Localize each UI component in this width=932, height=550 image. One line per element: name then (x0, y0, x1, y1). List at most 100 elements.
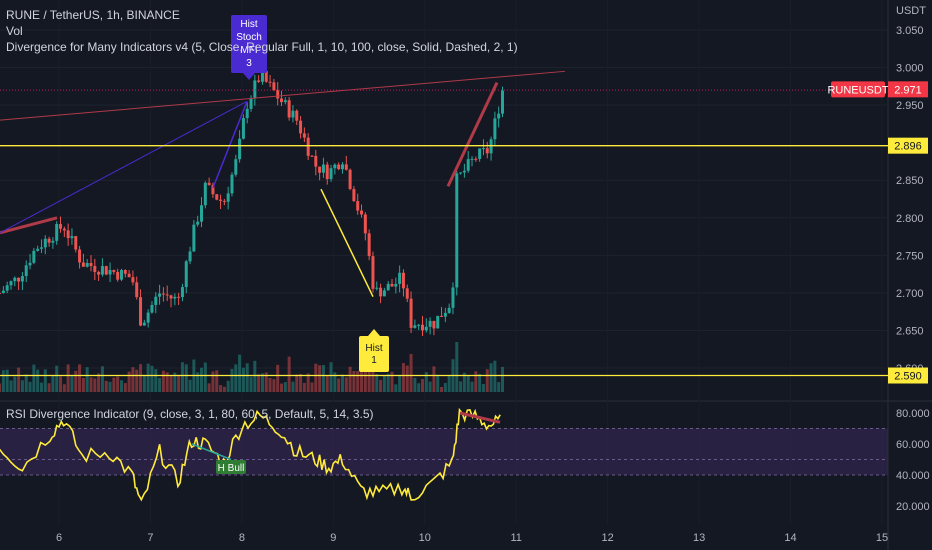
volume-bar (85, 367, 89, 392)
volume-bar (356, 371, 360, 392)
candle-body (200, 205, 204, 222)
candle-body (306, 137, 310, 156)
candle-body (55, 224, 59, 241)
horizontal-lines (0, 145, 888, 377)
candle-body (401, 272, 405, 289)
price-pane (0, 0, 888, 400)
volume-bar (200, 367, 204, 392)
volume-bar (211, 371, 215, 392)
candle-body (371, 256, 375, 289)
volume-bar (66, 364, 70, 392)
volume-bar (253, 360, 257, 392)
candle-body (321, 164, 325, 173)
volume-bar (443, 382, 447, 392)
candle-body (192, 224, 196, 252)
candle-body (81, 262, 85, 267)
volume-bar (420, 379, 424, 392)
time-tick-label: 13 (693, 532, 705, 544)
candle-body (337, 164, 341, 170)
candle-body (150, 304, 154, 313)
candle-body (260, 70, 264, 82)
candle-body (363, 214, 367, 234)
volume-bar (329, 362, 333, 392)
candle-body (375, 287, 379, 289)
candle-body (0, 292, 2, 294)
candle-body (318, 166, 322, 173)
candle-body (310, 155, 314, 157)
volume-bar (1, 370, 5, 392)
volume-bar (112, 377, 116, 392)
bearish-label-pointer (243, 73, 255, 80)
candle-body (127, 273, 131, 278)
volume-bar (104, 380, 108, 392)
volume-bar (268, 377, 272, 392)
candle-body (440, 315, 444, 317)
bearish-label-text: 3 (246, 58, 252, 69)
volume-bar (333, 372, 337, 392)
resistance-trendline (0, 70, 566, 121)
candle-body (139, 297, 143, 326)
candle-body (226, 193, 230, 202)
volume-bar (299, 373, 303, 392)
candle-body (142, 322, 146, 326)
candle-body (428, 320, 432, 327)
volume-bar (257, 374, 261, 392)
candle-body (119, 269, 123, 280)
candle-body (474, 158, 478, 160)
candle-body (295, 110, 299, 121)
time-tick-label: 14 (784, 532, 796, 544)
volume-bar (207, 383, 211, 392)
volume-bar (161, 370, 165, 392)
volume-bar (363, 368, 367, 392)
volume-bar (497, 382, 501, 392)
candle-body (39, 247, 43, 249)
volume-bar (394, 384, 398, 392)
volume-bar (314, 363, 318, 392)
volume-bar (142, 374, 146, 392)
candle-body (443, 312, 447, 317)
volume-bar (36, 369, 40, 392)
volume-bar (230, 368, 234, 392)
candle-body (28, 262, 32, 266)
volume-bar (150, 365, 154, 392)
candle-body (348, 169, 352, 190)
candle-body (417, 324, 421, 326)
volume-bar (238, 354, 242, 392)
rsi-annotation-badge (216, 460, 246, 474)
candle-body (78, 249, 82, 263)
candle-body (333, 164, 337, 169)
volume-bar (340, 374, 344, 392)
time-tick-label: 11 (511, 532, 522, 544)
candle-body (165, 294, 169, 296)
volume-bar (55, 365, 59, 392)
rsi-indicator-label: RSI Divergence Indicator (9, close, 3, 1… (6, 407, 374, 421)
volume-bar (417, 383, 421, 392)
volume-bar (20, 380, 24, 392)
candle-body (455, 173, 459, 288)
candle-body (215, 194, 219, 200)
candle-body (180, 287, 184, 298)
candle-body (123, 269, 127, 274)
volume-bar (108, 381, 112, 392)
candle-body (390, 283, 394, 287)
chart-title: RUNE / TetherUS, 1h, BINANCE (6, 8, 180, 22)
candle-body (89, 263, 93, 267)
volume-bar (325, 375, 329, 392)
candle-body (47, 238, 51, 243)
candle-body (51, 240, 55, 243)
candle-body (1, 290, 5, 294)
candle-body (398, 272, 402, 284)
volume-bar (493, 360, 497, 392)
candle-body (481, 148, 485, 150)
volume-bar (474, 371, 478, 392)
volume-bar (318, 365, 322, 392)
volume-bar (139, 364, 143, 392)
volume-bar (413, 377, 417, 392)
volume-bar (344, 377, 348, 392)
volume-bar (9, 380, 13, 392)
candle-body (112, 270, 116, 272)
candle-body (154, 296, 158, 305)
trend-drawings (0, 70, 888, 297)
candle-body (283, 100, 287, 103)
